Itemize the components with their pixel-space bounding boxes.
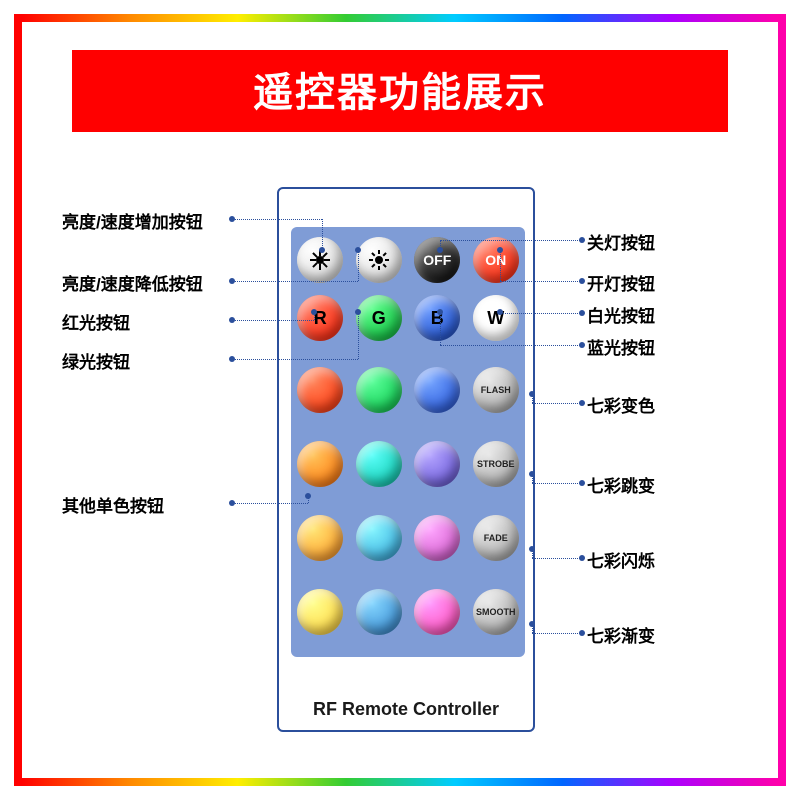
blue-button[interactable]: B	[414, 295, 460, 341]
diagram-stage: OFF ON RGBW FLASH STROBE FADE SMOOTH RF Remote…	[22, 22, 778, 778]
leader-line	[358, 250, 359, 281]
brightness-up-button[interactable]	[297, 237, 343, 283]
leader-line	[532, 483, 582, 484]
leader-dot	[229, 278, 235, 284]
button-row: FLASH	[291, 367, 525, 413]
callout-label: 七彩闪烁	[587, 547, 655, 572]
leader-dot	[497, 247, 503, 253]
leader-dot	[579, 480, 585, 486]
color-button-2-0[interactable]	[297, 515, 343, 561]
leader-dot	[229, 216, 235, 222]
color-button-3-1[interactable]	[356, 589, 402, 635]
leader-dot	[579, 400, 585, 406]
flash-button[interactable]: FLASH	[473, 367, 519, 413]
leader-line	[232, 359, 358, 360]
leader-dot	[529, 391, 535, 397]
leader-dot	[529, 621, 535, 627]
off-button[interactable]: OFF	[414, 237, 460, 283]
leader-dot	[229, 500, 235, 506]
fade-button[interactable]: FADE	[473, 515, 519, 561]
green-button[interactable]: G	[356, 295, 402, 341]
color-button-3-2[interactable]	[414, 589, 460, 635]
leader-dot	[311, 309, 317, 315]
leader-dot	[437, 309, 443, 315]
leader-line	[532, 633, 582, 634]
color-button-2-1[interactable]	[356, 515, 402, 561]
leader-dot	[579, 310, 585, 316]
color-button-1-2[interactable]	[414, 441, 460, 487]
color-button-2-2[interactable]	[414, 515, 460, 561]
remote-body: OFF ON RGBW FLASH STROBE FADE SMOOTH RF Remote…	[277, 187, 535, 732]
callout-label: 亮度/速度降低按钮	[62, 270, 203, 295]
on-button[interactable]: ON	[473, 237, 519, 283]
leader-line	[440, 240, 582, 241]
leader-line	[232, 281, 358, 282]
callout-label: 绿光按钮	[62, 348, 130, 373]
leader-dot	[497, 309, 503, 315]
leader-dot	[529, 546, 535, 552]
callout-label: 七彩变色	[587, 392, 655, 417]
leader-dot	[579, 278, 585, 284]
leader-line	[500, 250, 501, 281]
leader-line	[232, 219, 322, 220]
callout-label: 七彩跳变	[587, 472, 655, 497]
leader-dot	[579, 555, 585, 561]
red-button[interactable]: R	[297, 295, 343, 341]
leader-line	[232, 320, 314, 321]
callout-label: 七彩渐变	[587, 622, 655, 647]
leader-line	[500, 313, 582, 314]
callout-label: 关灯按钮	[587, 229, 655, 254]
button-row: RGBW	[291, 295, 525, 341]
color-button-0-0[interactable]	[297, 367, 343, 413]
leader-dot	[437, 247, 443, 253]
brightness-down-button[interactable]	[356, 237, 402, 283]
smooth-button[interactable]: SMOOTH	[473, 589, 519, 635]
callout-label: 开灯按钮	[587, 270, 655, 295]
callout-label: 白光按钮	[587, 302, 655, 327]
leader-dot	[529, 471, 535, 477]
color-button-1-1[interactable]	[356, 441, 402, 487]
color-button-0-2[interactable]	[414, 367, 460, 413]
leader-dot	[355, 247, 361, 253]
button-row: SMOOTH	[291, 589, 525, 635]
leader-line	[500, 281, 582, 282]
button-row: STROBE	[291, 441, 525, 487]
leader-dot	[229, 356, 235, 362]
strobe-button[interactable]: STROBE	[473, 441, 519, 487]
button-pad: OFF ON RGBW FLASH STROBE FADE SMOOTH	[291, 227, 525, 657]
color-button-3-0[interactable]	[297, 589, 343, 635]
leader-line	[532, 558, 582, 559]
leader-line	[532, 403, 582, 404]
leader-dot	[579, 342, 585, 348]
leader-line	[440, 312, 441, 345]
callout-label: 其他单色按钮	[62, 492, 164, 517]
leader-line	[322, 219, 323, 250]
button-row: OFF ON	[291, 237, 525, 283]
callout-label: 亮度/速度增加按钮	[62, 208, 203, 233]
leader-dot	[305, 493, 311, 499]
callout-label: 红光按钮	[62, 309, 130, 334]
white-button[interactable]: W	[473, 295, 519, 341]
callout-label: 蓝光按钮	[587, 334, 655, 359]
leader-dot	[355, 309, 361, 315]
color-button-1-0[interactable]	[297, 441, 343, 487]
leader-line	[440, 345, 582, 346]
leader-dot	[579, 237, 585, 243]
remote-footer: RF Remote Controller	[279, 699, 533, 720]
color-button-0-1[interactable]	[356, 367, 402, 413]
leader-dot	[319, 247, 325, 253]
leader-dot	[579, 630, 585, 636]
leader-dot	[229, 317, 235, 323]
leader-line	[232, 503, 308, 504]
leader-line	[358, 312, 359, 359]
button-row: FADE	[291, 515, 525, 561]
